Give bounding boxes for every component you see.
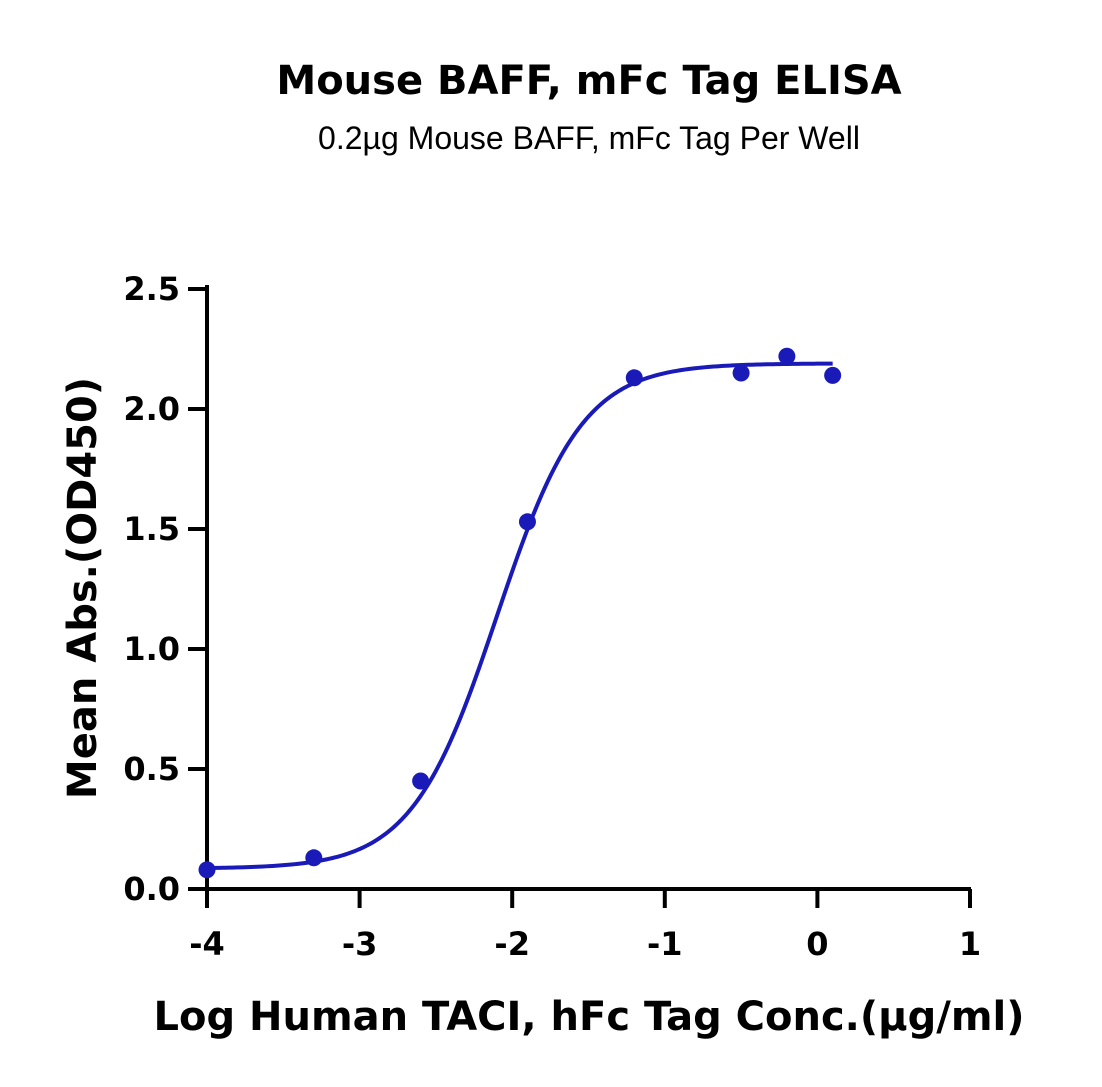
y-tick-label: 0.5 [123,750,180,788]
data-point [412,772,430,790]
y-axis-label: Mean Abs.(OD450) [60,377,106,799]
chart-subtitle: 0.2µg Mouse BAFF, mFc Tag Per Well [318,120,860,156]
data-point [305,849,323,867]
x-tick-label: 0 [806,925,828,963]
y-tick-label: 0.0 [123,870,180,908]
x-tick-label: 1 [959,925,981,963]
data-point [778,347,796,365]
axes [205,285,971,891]
x-tick-label: -2 [494,925,530,963]
data-point [824,366,842,384]
y-tick-label: 1.5 [123,510,180,548]
x-tick-label: -4 [189,925,225,963]
y-tick-label: 2.5 [123,270,180,308]
y-ticks: 0.0 0.5 1.0 1.5 2.0 2.5 [123,270,207,908]
x-axis-label: Log Human TACI, hFc Tag Conc.(µg/ml) [153,994,1024,1040]
x-ticks: -4 -3 -2 -1 0 1 [189,889,981,963]
data-point [198,861,216,879]
chart-title: Mouse BAFF, mFc Tag ELISA [276,58,901,104]
x-tick-label: -1 [647,925,683,963]
data-point [625,369,643,387]
y-tick-label: 2.0 [123,390,180,428]
data-points [198,347,842,879]
data-point [732,364,750,382]
data-point [518,513,536,531]
fit-curve [206,361,833,871]
x-tick-label: -3 [342,925,378,963]
y-tick-label: 1.0 [123,630,180,668]
